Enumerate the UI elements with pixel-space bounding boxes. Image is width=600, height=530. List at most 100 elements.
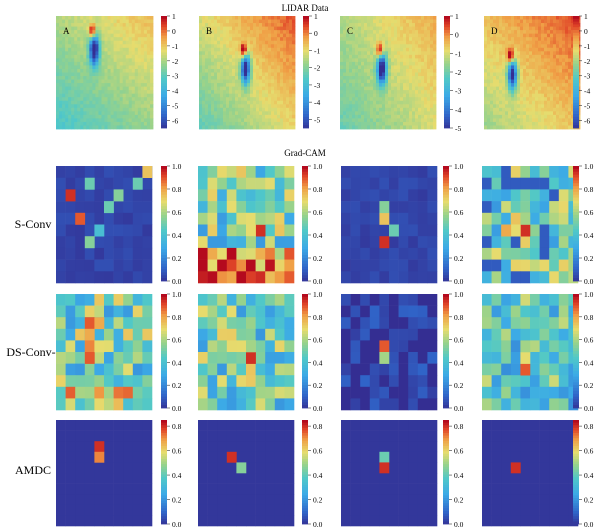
- heatmap-cell: [68, 30, 72, 35]
- colorbar-tick-label: 0.0: [172, 277, 182, 286]
- heatmap-cell: [418, 37, 422, 42]
- heatmap-cell: [274, 19, 278, 24]
- heatmap-cell: [360, 259, 371, 272]
- heatmap-cell: [408, 271, 419, 284]
- colorbar-segment: [443, 269, 449, 273]
- heatmap-cell: [140, 68, 145, 73]
- heatmap-cell: [367, 54, 371, 59]
- heatmap-cell: [214, 26, 218, 31]
- colorbar-segment: [443, 263, 449, 268]
- heatmap-cell: [499, 93, 503, 98]
- heatmap-cell: [568, 51, 572, 56]
- heatmap-cell: [349, 16, 353, 20]
- heatmap-cell: [211, 93, 215, 98]
- heatmap-cell: [235, 93, 239, 98]
- heatmap-cell: [355, 111, 359, 116]
- heatmap-cell: [71, 79, 75, 84]
- heatmap-cell: [265, 54, 269, 59]
- heatmap-cell: [501, 236, 512, 249]
- heatmap-cell: [125, 86, 130, 91]
- heatmap-cell: [198, 166, 208, 178]
- heatmap-cell: [370, 93, 374, 98]
- heatmap-cell: [142, 236, 153, 249]
- heatmap-cell: [207, 177, 218, 190]
- heatmap-cell: [433, 37, 437, 42]
- heatmap-cell: [128, 100, 133, 105]
- heatmap-cell: [277, 72, 281, 77]
- heatmap-cell: [511, 114, 515, 119]
- heatmap-cell: [80, 61, 84, 66]
- heatmap-cell: [409, 100, 413, 105]
- heatmap-cell: [565, 58, 569, 63]
- heatmap-cell: [433, 47, 437, 52]
- heatmap-cell: [89, 30, 93, 35]
- heatmap-cell: [137, 114, 142, 119]
- heatmap-cell: [107, 26, 111, 31]
- heatmap-cell: [493, 65, 497, 70]
- heatmap-cell: [418, 114, 422, 119]
- heatmap-cell: [232, 76, 236, 80]
- heatmap-cell: [343, 61, 347, 66]
- colorbar-segment: [444, 38, 450, 42]
- heatmap-cell: [418, 121, 422, 126]
- heatmap-cell: [373, 65, 377, 70]
- heatmap-cell: [113, 107, 118, 112]
- heatmap-cell: [388, 68, 392, 73]
- heatmap-cell: [116, 118, 121, 123]
- heatmap-cell: [83, 79, 87, 84]
- heatmap-cell: [89, 125, 93, 130]
- heatmap-cell: [373, 79, 377, 84]
- colorbar-segment: [302, 217, 308, 222]
- heatmap-cell: [538, 93, 542, 98]
- heatmap-cell: [246, 201, 256, 214]
- heatmap-cell: [223, 58, 227, 63]
- heatmap-cell: [389, 259, 399, 272]
- heatmap-cell: [385, 86, 389, 91]
- heatmap-cell: [421, 16, 425, 20]
- heatmap-cell: [68, 90, 72, 95]
- heatmap-cell: [208, 26, 212, 31]
- heatmap-cell: [391, 54, 395, 59]
- heatmap-cell: [71, 107, 75, 112]
- lidar-panel-3: D: [484, 16, 581, 130]
- heatmap-cell: [547, 86, 551, 91]
- heatmap-cell: [71, 111, 75, 116]
- heatmap-cell: [403, 26, 407, 31]
- heatmap-cell: [265, 26, 269, 31]
- heatmap-cell: [84, 201, 95, 214]
- heatmap-cell: [382, 93, 386, 98]
- heatmap-cell: [77, 83, 81, 88]
- heatmap-cell: [355, 86, 359, 91]
- heatmap-cell: [113, 118, 118, 123]
- colorbar-tick-label: -4: [584, 87, 590, 96]
- heatmap-cell: [415, 54, 419, 59]
- heatmap-cell: [499, 86, 503, 91]
- heatmap-cell: [284, 189, 295, 202]
- heatmap-cell: [125, 107, 130, 112]
- heatmap-cell: [211, 30, 215, 35]
- heatmap-cell: [86, 40, 90, 45]
- heatmap-cell: [538, 90, 542, 95]
- heatmap-cell: [391, 111, 395, 116]
- heatmap-cell: [107, 86, 111, 91]
- heatmap-cell: [253, 47, 257, 52]
- heatmap-cell: [556, 72, 560, 77]
- heatmap-cell: [535, 30, 539, 35]
- heatmap-cell: [226, 68, 230, 73]
- heatmap-cell: [430, 83, 434, 88]
- heatmap-cell: [544, 37, 548, 42]
- heatmap-cell: [134, 72, 139, 77]
- heatmap-cell: [343, 72, 347, 77]
- heatmap-cell: [430, 86, 434, 91]
- heatmap-cell: [535, 107, 539, 112]
- heatmap-cell: [526, 83, 530, 88]
- heatmap-cell: [262, 61, 266, 66]
- heatmap-cell: [496, 97, 500, 102]
- heatmap-cell: [244, 125, 248, 130]
- heatmap-cell: [510, 166, 521, 178]
- heatmap-cell: [433, 104, 437, 109]
- heatmap-cell: [134, 37, 139, 42]
- heatmap-cell: [265, 259, 276, 272]
- heatmap-cell: [418, 104, 422, 109]
- heatmap-cell: [400, 51, 404, 56]
